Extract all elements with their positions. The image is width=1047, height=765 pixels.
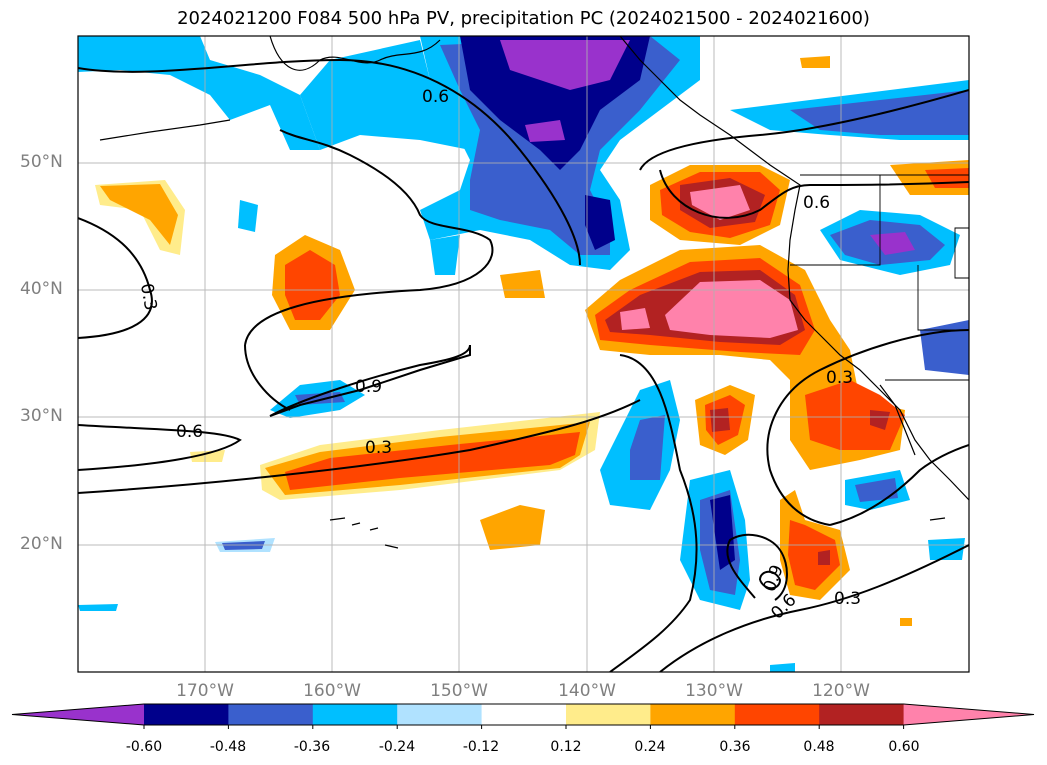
- lon-label: 130°W: [685, 681, 743, 701]
- contour-label-group: 0.6 0.3 0.9 0.6 0.3 0.3 0.6 0.9 0.6 0.3: [136, 87, 861, 624]
- contour-label: 0.6: [176, 422, 203, 442]
- pv-contours: [78, 58, 969, 672]
- negative-anomaly-fields: [78, 36, 969, 672]
- coastlines: [99, 36, 969, 549]
- colorbar-segment: [819, 704, 905, 725]
- colorbar-tick-label: 0.24: [634, 739, 666, 755]
- lon-label: 160°W: [303, 681, 361, 701]
- lat-label: 30°N: [20, 406, 63, 426]
- lon-label: 120°W: [812, 681, 870, 701]
- colorbar: [11, 703, 1035, 729]
- lon-label: 140°W: [558, 681, 616, 701]
- lon-label: 150°W: [430, 681, 488, 701]
- gridlines: [78, 36, 969, 672]
- contour-label: 0.3: [136, 282, 160, 312]
- colorbar-segment: [566, 704, 651, 725]
- colorbar-extend-max: [903, 704, 1034, 725]
- colorbar-segment: [312, 704, 398, 725]
- contour-label: 0.3: [826, 368, 853, 388]
- colorbar-tick-label: 0.12: [550, 739, 582, 755]
- colorbar-tick-label: -0.36: [293, 739, 331, 755]
- map-plot-area: 0.6 0.3 0.9 0.6 0.3 0.3 0.6 0.9 0.6 0.3: [78, 36, 969, 672]
- contour-label: 0.3: [834, 589, 861, 609]
- colorbar-segment: [397, 704, 483, 725]
- lat-label: 40°N: [20, 279, 63, 299]
- colorbar-segment: [144, 704, 229, 725]
- map-title: 2024021200 F084 500 hPa PV, precipitatio…: [177, 8, 870, 29]
- colorbar-extend-min: [12, 704, 144, 725]
- colorbar-segment: [650, 704, 736, 725]
- colorbar-tick-label: 0.36: [719, 739, 751, 755]
- colorbar-segment: [481, 704, 567, 725]
- colorbar-segment: [228, 704, 314, 725]
- contour-label: 0.3: [365, 438, 392, 458]
- colorbar-tick-label: -0.60: [125, 739, 163, 755]
- colorbar-tick-label: 0.60: [888, 739, 920, 755]
- contour-label: 0.6: [803, 193, 830, 213]
- colorbar-tick-label: -0.12: [462, 739, 500, 755]
- contour-label: 0.9: [355, 377, 382, 397]
- colorbar-segment: [734, 704, 820, 725]
- political-borders: [790, 174, 969, 381]
- map-frame: [77, 35, 970, 673]
- colorbar-tick-label: -0.24: [378, 739, 416, 755]
- colorbar-tick-label: -0.48: [209, 739, 247, 755]
- contour-label: 0.6: [422, 87, 449, 107]
- lat-label: 50°N: [20, 152, 63, 172]
- lon-label: 170°W: [176, 681, 234, 701]
- lat-label: 20°N: [20, 534, 63, 554]
- colorbar-tick-label: 0.48: [803, 739, 835, 755]
